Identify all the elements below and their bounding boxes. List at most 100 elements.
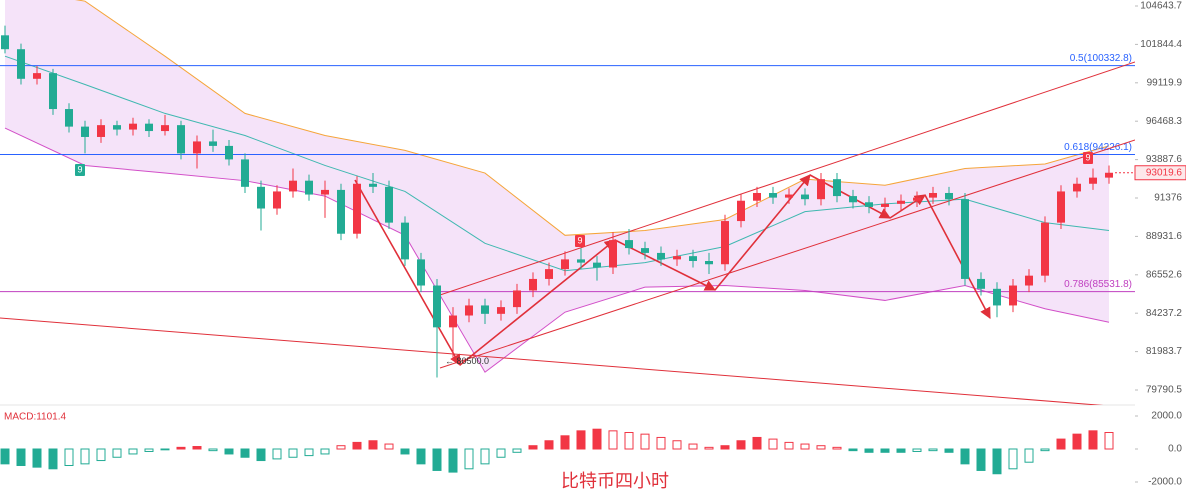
candle-body <box>785 194 793 198</box>
candle-body <box>193 141 201 154</box>
candle-body <box>305 180 313 195</box>
candle-body <box>337 189 345 234</box>
trend-line <box>439 61 1135 296</box>
arrow <box>354 179 461 366</box>
candle-body <box>977 278 985 289</box>
fib-levels: 0.5(100332.8) 0.618(94226.1) 0.786(85531.8… <box>0 53 1135 293</box>
y-tick-label: 79790.5 <box>1146 385 1183 396</box>
macd-bar <box>80 448 90 465</box>
y-tick-label: 81983.7 <box>1146 346 1183 357</box>
candle-body <box>1041 222 1049 276</box>
macd-bar <box>368 440 378 450</box>
macd-bar <box>352 441 362 450</box>
fib-label: 0.5(100332.8) <box>1070 53 1132 64</box>
macd-bar <box>16 448 26 466</box>
candle-body <box>849 196 857 203</box>
macd-bar <box>224 448 234 455</box>
macd-bar <box>384 443 394 450</box>
macd-bar <box>864 448 874 453</box>
fib-label: 0.786(85531.8) <box>1064 279 1132 290</box>
candle-body <box>993 288 1001 306</box>
candle-body <box>1089 177 1097 184</box>
macd-bar <box>96 448 106 462</box>
candle-body <box>641 248 649 253</box>
candle-body <box>721 221 729 265</box>
band-line <box>74 0 1110 236</box>
candle-body <box>945 192 953 200</box>
macd-bar <box>256 448 266 462</box>
macd-label: MACD:1101.4 <box>4 412 67 423</box>
macd-bar <box>1024 448 1034 463</box>
trend-line <box>439 139 1135 369</box>
macd-bar <box>960 448 970 465</box>
arrow <box>714 174 811 291</box>
last-price-box <box>1134 165 1186 181</box>
td-badge <box>1083 152 1093 164</box>
candle-body <box>529 278 537 291</box>
macd-bar <box>544 440 554 450</box>
candle-body <box>577 259 585 263</box>
macd-bar <box>752 436 762 450</box>
candle-body <box>369 183 377 187</box>
macd-bar <box>784 441 794 450</box>
macd-bar <box>0 448 10 465</box>
trend-line <box>0 317 1104 405</box>
macd-bar <box>1088 430 1098 450</box>
macd-bar <box>720 445 730 450</box>
candle-body <box>833 179 841 197</box>
candle-body <box>561 259 569 270</box>
macd-bar <box>400 448 410 455</box>
macd-tick-label: -2000.0 <box>1148 477 1182 488</box>
macd-bar <box>912 448 922 452</box>
macd-bar <box>112 448 122 458</box>
macd-bar <box>928 448 938 452</box>
macd-bar <box>496 448 506 458</box>
macd-bar <box>480 448 490 465</box>
macd-bar <box>560 435 570 450</box>
macd-bar <box>208 448 218 452</box>
y-tick-label: 101844.4 <box>1140 39 1182 50</box>
candle-body <box>673 256 681 260</box>
candle-body <box>689 256 697 262</box>
macd-bar <box>832 446 842 450</box>
td-badge <box>75 164 85 176</box>
arrow <box>614 239 717 291</box>
macd-bar <box>768 438 778 450</box>
macd-bar <box>800 443 810 450</box>
candle-body <box>1025 275 1033 286</box>
macd-bar <box>848 448 858 452</box>
price-axis: 104643.7 101844.4 99119.9 96468.3 93887.6 913… <box>1115 1 1186 396</box>
candle-body <box>273 191 281 209</box>
candle-body <box>401 222 409 260</box>
candle-body <box>449 315 457 328</box>
candle-body <box>97 125 105 137</box>
macd-tick-label: 2000.0 <box>1151 411 1182 422</box>
candle-body <box>1073 183 1081 192</box>
macd-bar <box>512 448 522 453</box>
macd-bar <box>976 448 986 471</box>
macd-bar <box>672 440 682 450</box>
candle-body <box>257 186 265 209</box>
y-tick-label: 96468.3 <box>1146 116 1183 127</box>
macd-bar <box>240 448 250 458</box>
td-badge <box>575 235 585 247</box>
chart-title: 比特币四小时 <box>561 471 669 491</box>
macd-bar <box>896 448 906 453</box>
candle-body <box>225 145 233 160</box>
y-tick-label: 84237.2 <box>1146 308 1183 319</box>
macd-bar <box>608 430 618 450</box>
y-tick-label: 99119.9 <box>1147 77 1183 88</box>
y-tick-label: 91376 <box>1154 193 1182 204</box>
candle-body <box>753 192 761 201</box>
y-tick-label: 93887.6 <box>1146 154 1183 165</box>
band-fill <box>5 0 1109 373</box>
band-line <box>4 127 1110 373</box>
candle-body <box>113 125 121 130</box>
macd-bar <box>304 448 314 457</box>
candle-body <box>545 269 553 279</box>
macd-bar <box>272 448 282 460</box>
candle-body <box>657 252 665 260</box>
macd-bar <box>992 448 1002 475</box>
candles: 9 9 9 ← 80500.0 <box>1 25 1113 378</box>
last-price-label: 93019.6 <box>1146 167 1183 178</box>
